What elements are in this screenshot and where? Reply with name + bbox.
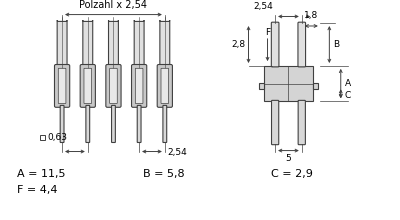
FancyBboxPatch shape bbox=[112, 105, 115, 143]
FancyBboxPatch shape bbox=[298, 22, 306, 67]
Text: 2,8: 2,8 bbox=[232, 40, 246, 49]
Bar bbox=[259, 83, 264, 89]
FancyBboxPatch shape bbox=[108, 20, 118, 66]
FancyBboxPatch shape bbox=[110, 68, 117, 103]
Text: 5: 5 bbox=[286, 154, 291, 163]
FancyBboxPatch shape bbox=[271, 22, 279, 67]
Text: C = 2,9: C = 2,9 bbox=[271, 169, 313, 179]
Text: A: A bbox=[344, 79, 351, 88]
FancyBboxPatch shape bbox=[157, 64, 172, 107]
Text: 0,63: 0,63 bbox=[47, 133, 67, 142]
Text: B = 5,8: B = 5,8 bbox=[143, 169, 184, 179]
FancyBboxPatch shape bbox=[80, 64, 95, 107]
Bar bbox=[264, 66, 313, 101]
FancyBboxPatch shape bbox=[106, 64, 121, 107]
FancyBboxPatch shape bbox=[57, 20, 67, 66]
Text: 1,8: 1,8 bbox=[304, 11, 318, 20]
Text: A = 11,5: A = 11,5 bbox=[17, 169, 66, 179]
Text: F: F bbox=[265, 28, 270, 37]
FancyBboxPatch shape bbox=[135, 68, 143, 103]
FancyBboxPatch shape bbox=[83, 20, 93, 66]
Text: F = 4,4: F = 4,4 bbox=[17, 185, 58, 194]
FancyBboxPatch shape bbox=[86, 105, 90, 143]
Text: Polzahl x 2,54: Polzahl x 2,54 bbox=[80, 0, 148, 10]
FancyBboxPatch shape bbox=[132, 64, 147, 107]
Text: B: B bbox=[333, 40, 339, 49]
FancyBboxPatch shape bbox=[54, 64, 70, 107]
Text: C: C bbox=[344, 91, 351, 100]
FancyBboxPatch shape bbox=[161, 68, 169, 103]
FancyBboxPatch shape bbox=[272, 100, 279, 145]
FancyBboxPatch shape bbox=[137, 105, 141, 143]
FancyBboxPatch shape bbox=[160, 20, 170, 66]
Bar bbox=[313, 83, 318, 89]
FancyBboxPatch shape bbox=[60, 105, 64, 143]
FancyBboxPatch shape bbox=[58, 68, 66, 103]
FancyBboxPatch shape bbox=[84, 68, 92, 103]
Text: 2,54: 2,54 bbox=[168, 148, 188, 157]
FancyBboxPatch shape bbox=[134, 20, 144, 66]
Text: 2,54: 2,54 bbox=[254, 2, 273, 11]
FancyBboxPatch shape bbox=[163, 105, 167, 143]
Bar bbox=[40, 135, 45, 140]
FancyBboxPatch shape bbox=[298, 100, 305, 145]
